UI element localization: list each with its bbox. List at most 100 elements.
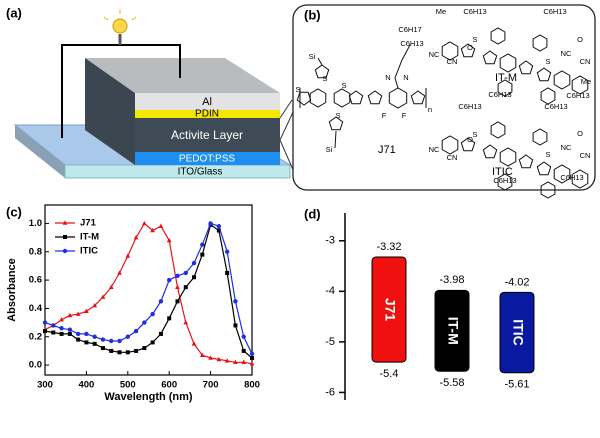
bar-name: J71	[382, 298, 398, 322]
x-tick-label: 600	[161, 380, 177, 391]
stack-side	[85, 58, 135, 165]
y-tick-label: 1.0	[29, 218, 42, 229]
structure-box	[292, 4, 596, 191]
atom-label: O	[467, 135, 473, 144]
data-point	[51, 330, 56, 335]
y-tick-label: -4	[325, 285, 335, 297]
atom-label: S	[472, 35, 477, 44]
ring	[553, 70, 571, 90]
atom-label: C6H13	[463, 7, 486, 16]
atom-label: O	[577, 35, 583, 44]
data-point	[158, 331, 163, 336]
data-point	[62, 248, 68, 254]
pedot-layer	[135, 152, 280, 165]
ring	[296, 91, 312, 106]
energy-bar	[499, 291, 535, 374]
data-point	[84, 331, 89, 337]
ring	[571, 169, 589, 189]
data-point	[224, 358, 230, 363]
data-point	[42, 320, 48, 325]
data-point	[158, 299, 164, 304]
atom-label: Me	[436, 7, 446, 16]
ring	[518, 60, 534, 75]
series-line	[44, 222, 253, 365]
ring	[314, 64, 330, 79]
data-point	[67, 312, 73, 318]
atom-label: S	[472, 130, 477, 139]
callout	[279, 99, 293, 119]
bar-name: IT-M	[445, 317, 461, 345]
data-point	[175, 284, 180, 289]
data-point	[216, 228, 221, 233]
atom-label: N	[403, 73, 408, 82]
ring	[499, 147, 517, 167]
ring	[490, 121, 506, 139]
x-tick-label: 800	[244, 380, 260, 391]
ring	[532, 34, 548, 52]
active-layer	[135, 118, 280, 152]
molecule-name: J71	[378, 144, 396, 156]
atom-label: C6H13	[458, 102, 481, 111]
pdin-layer	[135, 110, 280, 118]
data-point	[200, 252, 205, 257]
atom-label: CN	[447, 57, 458, 66]
ring	[441, 41, 459, 61]
atom-label: C6H13	[544, 102, 567, 111]
data-point	[92, 302, 98, 308]
data-point	[142, 320, 147, 325]
data-point	[233, 323, 238, 328]
atom-label: O	[467, 43, 473, 52]
y-tick-label: -6	[325, 386, 335, 398]
panel-label: (a)	[6, 5, 22, 20]
data-point	[51, 323, 56, 328]
atom-label: S	[545, 57, 550, 66]
data-point	[241, 334, 246, 339]
plot-frame	[44, 204, 253, 376]
data-point	[117, 338, 122, 344]
panel-label: (c)	[6, 204, 22, 219]
lumo-label: -3.32	[376, 241, 401, 253]
data-point	[109, 338, 114, 344]
data-point	[100, 346, 105, 351]
data-point	[133, 234, 139, 240]
ring	[540, 181, 556, 199]
data-point	[84, 308, 89, 314]
x-tick-label: 300	[37, 380, 53, 391]
glass-side	[15, 125, 65, 178]
data-point	[233, 359, 238, 365]
ring	[460, 137, 476, 152]
atom-label: C6H13	[400, 39, 423, 48]
homo-label: -5.58	[439, 377, 464, 389]
ring	[540, 87, 556, 105]
data-point	[192, 275, 197, 280]
data-point	[150, 340, 155, 345]
data-point	[84, 340, 89, 345]
data-point	[183, 285, 188, 290]
atom-label: CN	[447, 153, 458, 162]
ring	[532, 128, 548, 146]
energy-bar	[371, 256, 407, 363]
layer-label: PDIN	[195, 109, 219, 120]
atom-label: NC	[429, 50, 440, 59]
data-point	[142, 346, 147, 351]
lumo-label: -3.98	[439, 274, 464, 286]
layer-label: PEDOT:PSS	[179, 154, 235, 165]
data-point	[250, 356, 254, 360]
ring	[441, 135, 459, 155]
ring	[497, 173, 513, 191]
data-point	[167, 277, 172, 283]
data-point	[233, 299, 238, 304]
ring	[490, 27, 506, 45]
atom-label: NC	[561, 143, 572, 152]
data-point	[100, 294, 106, 299]
data-point	[175, 273, 180, 279]
data-point	[100, 337, 106, 342]
data-point	[175, 299, 180, 304]
atom-label: F	[402, 111, 407, 120]
atom-label: Si	[326, 145, 333, 154]
data-point	[117, 350, 122, 355]
x-tick-label: 500	[120, 380, 136, 391]
data-point	[183, 319, 189, 325]
data-point	[92, 341, 97, 346]
